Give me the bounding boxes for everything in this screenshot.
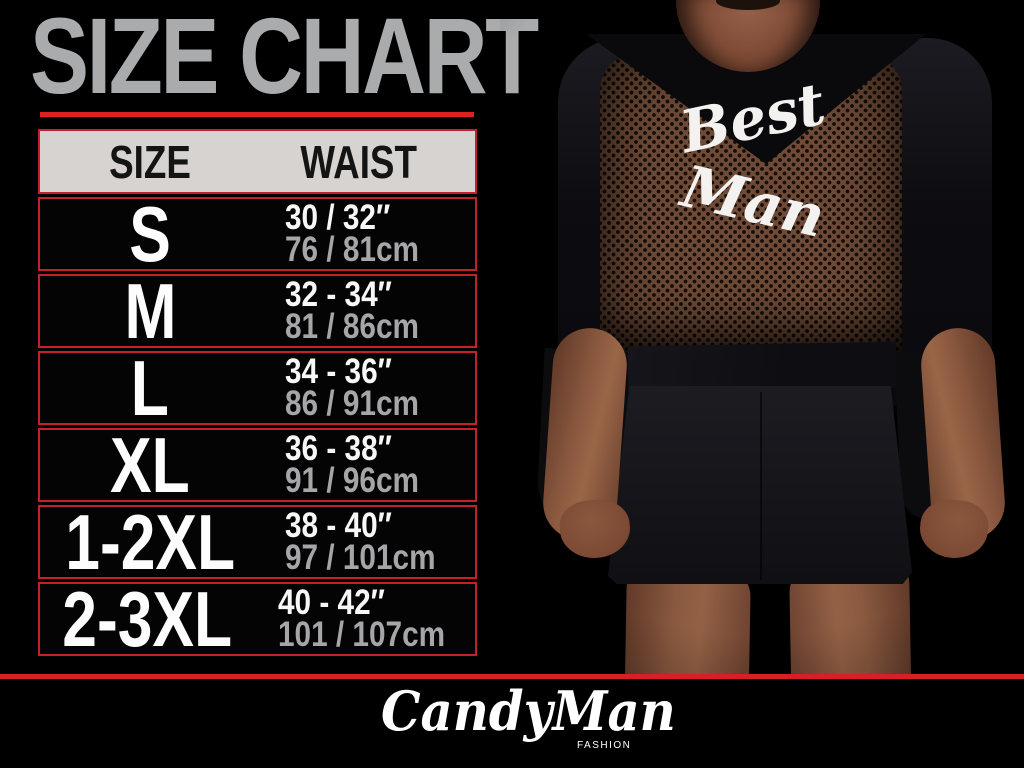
waist-cell: 32 - 34″ 81 / 86cm: [260, 275, 475, 346]
size-label: XL: [110, 421, 190, 509]
waist-centimeters: 97 / 101cm: [285, 538, 436, 577]
waist-centimeters: 101 / 107cm: [278, 615, 446, 654]
robe-skirt-seam: [760, 392, 762, 581]
waist-inches: 32 - 34″: [285, 275, 392, 314]
table-row: 2-3XL 40 - 42″ 101 / 107cm: [38, 580, 477, 658]
waist-inches: 38 - 40″: [285, 506, 392, 545]
waist-inches: 34 - 36″: [285, 352, 392, 391]
brand-name: CandyMan: [381, 679, 676, 743]
waist-centimeters: 91 / 96cm: [285, 461, 419, 500]
waist-centimeters: 81 / 86cm: [285, 307, 419, 346]
waist-inches: 36 - 38″: [285, 429, 392, 468]
robe-skirt: [608, 386, 912, 584]
size-cell: XL: [40, 426, 260, 504]
size-label: 2-3XL: [61, 575, 232, 663]
waist-centimeters: 76 / 81cm: [285, 230, 419, 269]
bottom-divider-line: [0, 674, 1024, 679]
size-cell: M: [40, 272, 260, 350]
table-header-row: SIZE WAIST: [38, 129, 477, 194]
robe-belt: [627, 341, 897, 393]
size-label: M: [123, 267, 176, 355]
brand-tagline: FASHION: [577, 740, 632, 751]
waist-inches: 30 / 32″: [285, 198, 391, 237]
size-label: L: [130, 344, 170, 432]
table-row: L 34 - 36″ 86 / 91cm: [38, 349, 477, 427]
size-label: S: [129, 190, 171, 278]
size-cell: L: [40, 349, 260, 427]
column-header-waist: WAIST: [300, 135, 417, 188]
page-title: SIZE CHART: [30, 0, 539, 116]
size-table: SIZE WAIST S 30 / 32″ 76 / 81cm M 32 - 3…: [38, 129, 477, 659]
garment-print-text: Best Man: [618, 70, 888, 251]
waist-cell: 38 - 40″ 97 / 101cm: [260, 506, 475, 577]
waist-inches: 40 - 42″: [278, 583, 386, 622]
table-row: S 30 / 32″ 76 / 81cm: [38, 195, 477, 273]
table-row: M 32 - 34″ 81 / 86cm: [38, 272, 477, 350]
waist-cell: 40 - 42″ 101 / 107cm: [253, 583, 475, 654]
size-label: 1-2XL: [65, 498, 235, 586]
table-row: 1-2XL 38 - 40″ 97 / 101cm: [38, 503, 477, 581]
waist-cell: 34 - 36″ 86 / 91cm: [260, 352, 475, 423]
product-photo: Best Man: [500, 0, 1024, 674]
size-cell: 1-2XL: [40, 503, 260, 581]
title-underline: [40, 112, 474, 117]
size-cell: 2-3XL: [40, 580, 253, 658]
waist-cell: 36 - 38″ 91 / 96cm: [260, 429, 475, 500]
column-header-size: SIZE: [109, 135, 191, 188]
waist-centimeters: 86 / 91cm: [285, 384, 419, 423]
garment-print-word-best: Best: [674, 69, 832, 167]
table-row: XL 36 - 38″ 91 / 96cm: [38, 426, 477, 504]
waist-cell: 30 / 32″ 76 / 81cm: [260, 198, 475, 269]
size-cell: S: [40, 195, 260, 273]
brand-logo: CandyMan FASHION: [381, 679, 676, 764]
